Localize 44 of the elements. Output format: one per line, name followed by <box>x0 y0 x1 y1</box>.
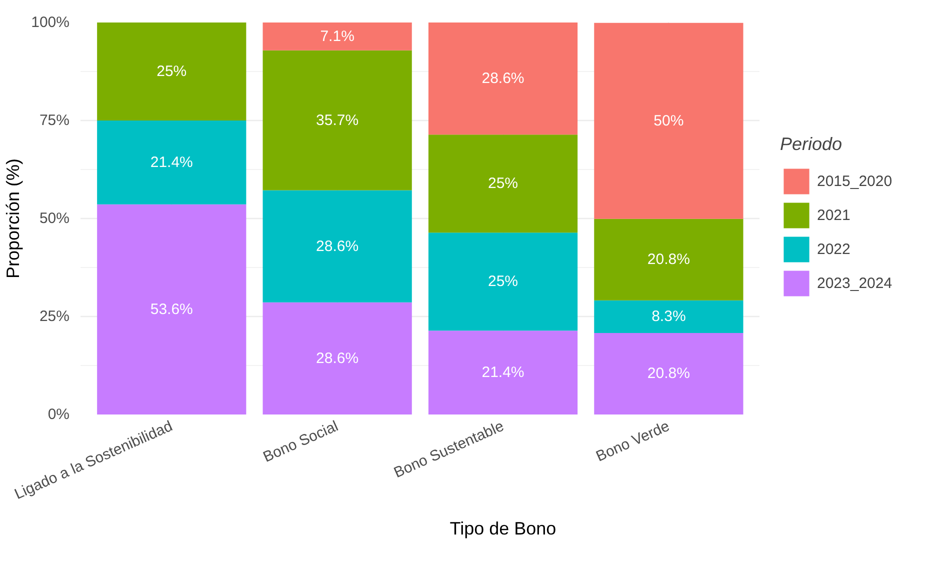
data-label: 28.6% <box>316 238 359 255</box>
bar <box>594 332 744 414</box>
bar <box>97 120 246 204</box>
data-label: 20.8% <box>647 365 690 382</box>
y-tick-label: 100% <box>31 14 70 31</box>
data-label: 20.8% <box>647 251 690 268</box>
data-label: 35.7% <box>316 112 359 129</box>
x-tick-label: Bono Social <box>260 418 341 466</box>
bar <box>262 50 412 190</box>
bar <box>594 300 744 333</box>
data-label: 28.6% <box>316 350 359 367</box>
y-tick-label: 25% <box>39 308 70 325</box>
legend-label: 2023_2024 <box>817 274 892 292</box>
data-label: 25% <box>488 273 518 290</box>
data-label: 25% <box>488 175 518 192</box>
bar <box>594 22 744 219</box>
y-tick-label: 0% <box>48 406 70 423</box>
legend-title: Periodo <box>780 134 844 155</box>
bar <box>97 204 246 414</box>
data-label: 28.6% <box>482 70 524 88</box>
bar <box>262 22 412 50</box>
x-axis-title: Tipo de Bono <box>450 518 556 539</box>
data-label: 50% <box>654 112 684 130</box>
legend-label: 2022 <box>817 240 850 258</box>
legend-label: 2015_2020 <box>817 172 892 190</box>
bar <box>428 134 578 233</box>
bar <box>262 302 412 414</box>
bar <box>262 190 412 302</box>
data-label: 25% <box>156 63 187 80</box>
bar <box>428 22 578 135</box>
data-label: 7.1% <box>320 28 354 45</box>
bar <box>428 330 578 414</box>
data-label: 21.4% <box>482 364 524 382</box>
y-tick-label: 50% <box>39 210 70 227</box>
x-tick-label: Bono Verde <box>594 418 672 466</box>
data-label: 21.4% <box>150 154 193 171</box>
y-tick-label: 75% <box>39 112 70 129</box>
y-axis-title: Proporción (%) <box>3 158 24 279</box>
legend-label: 2021 <box>817 206 850 224</box>
bar <box>97 22 246 120</box>
data-label: 8.3% <box>652 308 686 326</box>
bar <box>428 232 578 331</box>
data-label: 53.6% <box>150 300 193 318</box>
bar <box>594 218 744 300</box>
